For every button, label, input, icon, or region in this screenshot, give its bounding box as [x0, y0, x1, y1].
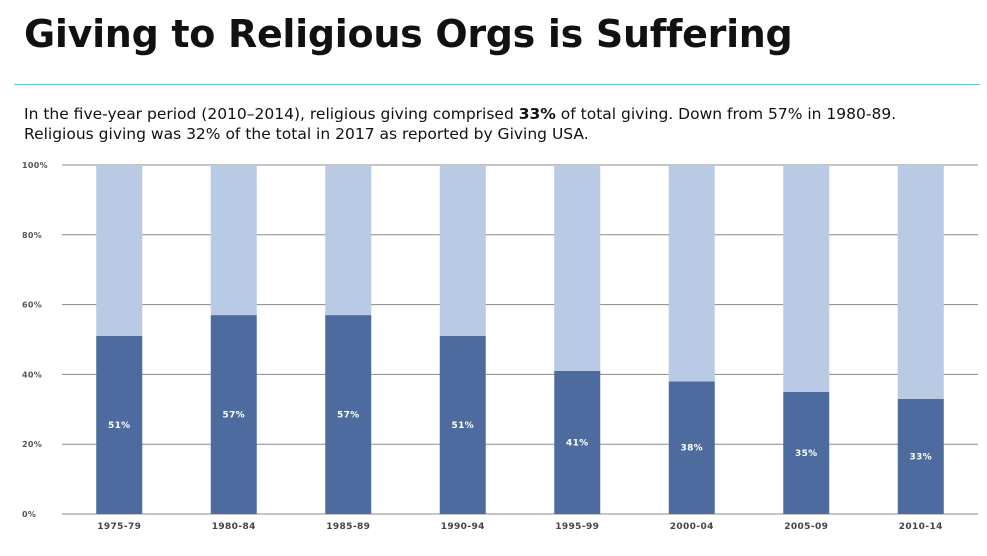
bar-religious: [897, 398, 944, 514]
data-label: 51%: [452, 421, 474, 431]
bar-religious: [783, 391, 830, 514]
y-tick-label: 20%: [22, 440, 42, 449]
x-tick-label: 1985-89: [326, 522, 370, 532]
bar-remainder: [668, 165, 715, 382]
bar-religious: [96, 336, 143, 514]
bar-religious: [210, 315, 257, 514]
data-label: 33%: [910, 452, 932, 462]
bar-remainder: [96, 165, 143, 337]
x-tick-label: 1990-94: [441, 522, 485, 532]
x-tick-label: 1980-84: [212, 522, 256, 532]
data-label: 41%: [566, 438, 588, 448]
data-label: 57%: [337, 411, 359, 421]
bar-religious: [325, 315, 372, 514]
bar-remainder: [325, 165, 372, 316]
bar-remainder: [897, 165, 944, 399]
bar-remainder: [783, 165, 830, 392]
description: In the five-year period (2010–2014), rel…: [24, 104, 974, 144]
description-highlight: 33%: [518, 105, 556, 123]
gridlines: [62, 164, 978, 515]
y-tick-label: 80%: [22, 231, 42, 240]
data-label: 35%: [795, 449, 817, 459]
x-tick-label: 1995-99: [555, 522, 599, 532]
page-title: Giving to Religious Orgs is Suffering: [24, 12, 793, 56]
bar-religious: [554, 370, 601, 514]
description-line-1-end: of total giving. Down from 57% in 1980-8…: [555, 105, 897, 123]
description-line-2: Religious giving was 32% of the total in…: [24, 125, 589, 143]
data-label: 57%: [223, 411, 245, 421]
bar-religious: [439, 336, 486, 514]
x-tick-label: 2010-14: [899, 522, 943, 532]
description-line-1: In the five-year period (2010–2014), rel…: [24, 104, 974, 124]
data-label: 38%: [681, 444, 703, 454]
y-tick-label: 40%: [22, 370, 42, 379]
data-label: 51%: [108, 421, 130, 431]
bar-remainder: [439, 165, 486, 337]
bar-religious: [668, 381, 715, 514]
title-divider: [14, 84, 980, 85]
x-tick-label: 2005-09: [784, 522, 828, 532]
description-line-1-start: In the five-year period (2010–2014), rel…: [24, 105, 519, 123]
x-tick-label: 1975-79: [97, 522, 141, 532]
bars: [96, 165, 944, 514]
bar-remainder: [554, 165, 601, 371]
y-tick-label: 100%: [22, 161, 48, 170]
y-tick-label: 60%: [22, 301, 42, 310]
y-tick-label: 0%: [22, 510, 36, 519]
x-tick-label: 2000-04: [670, 522, 714, 532]
bar-remainder: [210, 165, 257, 316]
labels: 0% 20% 40% 60% 80% 100% 51% 1975-79 57% 1980-84 57…: [22, 161, 943, 532]
stacked-bar-chart: 0% 20% 40% 60% 80% 100% 51% 1975-79 57% 1980-84 57…: [22, 161, 978, 532]
